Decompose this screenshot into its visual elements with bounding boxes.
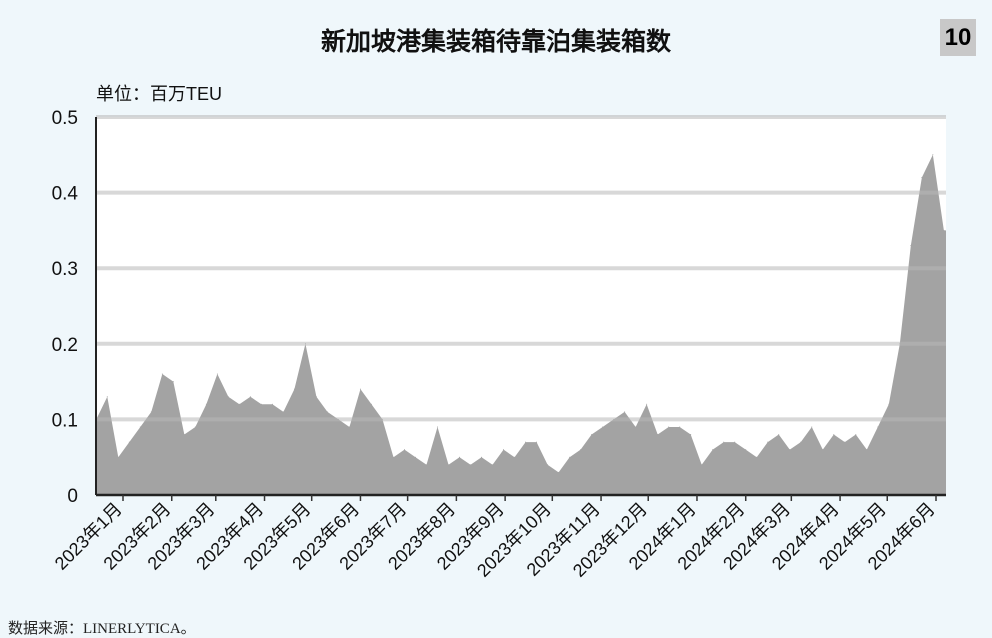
- data-point: [536, 441, 538, 443]
- data-point: [271, 403, 273, 405]
- chart-title: 新加坡港集装箱待靠泊集装箱数: [320, 28, 671, 56]
- data-point: [690, 434, 692, 436]
- data-point: [767, 441, 769, 443]
- data-point: [238, 403, 240, 405]
- data-point: [514, 456, 516, 458]
- y-tick-label: 0.4: [52, 184, 79, 205]
- data-point: [348, 426, 350, 428]
- data-point: [547, 464, 549, 466]
- data-point: [150, 411, 152, 413]
- data-point: [414, 456, 416, 458]
- figure-number-badge: 10: [940, 19, 976, 56]
- y-tick-label: 0.2: [52, 335, 78, 356]
- data-point: [260, 403, 262, 405]
- y-tick-label: 0.5: [52, 108, 78, 129]
- data-point: [282, 411, 284, 413]
- data-point: [227, 396, 229, 398]
- data-point: [249, 396, 251, 398]
- data-point: [392, 456, 394, 458]
- y-axis-unit-label: 单位：百万TEU: [96, 84, 222, 104]
- data-point: [459, 456, 461, 458]
- data-point: [679, 426, 681, 428]
- data-point: [756, 456, 758, 458]
- data-point: [723, 441, 725, 443]
- data-point: [734, 441, 736, 443]
- data-point: [370, 403, 372, 405]
- data-point: [315, 396, 317, 398]
- data-point: [745, 449, 747, 451]
- data-point: [216, 373, 218, 375]
- data-point: [822, 449, 824, 451]
- data-point: [139, 426, 141, 428]
- data-point: [668, 426, 670, 428]
- data-point: [712, 449, 714, 451]
- y-tick-label: 0.1: [52, 410, 78, 431]
- data-point: [624, 411, 626, 413]
- data-point: [470, 464, 472, 466]
- data-point: [448, 464, 450, 466]
- data-point: [778, 434, 780, 436]
- data-point: [117, 456, 119, 458]
- data-point: [403, 449, 405, 451]
- data-point: [635, 426, 637, 428]
- data-point: [855, 434, 857, 436]
- data-point: [921, 176, 923, 178]
- data-point: [866, 449, 868, 451]
- data-point: [183, 434, 185, 436]
- data-point: [811, 426, 813, 428]
- data-point: [359, 388, 361, 390]
- data-point: [602, 426, 604, 428]
- data-point: [205, 403, 207, 405]
- data-point: [503, 449, 505, 451]
- data-point: [646, 403, 648, 405]
- data-point: [425, 464, 427, 466]
- data-point: [293, 388, 295, 390]
- data-point: [943, 229, 945, 231]
- data-point: [106, 396, 108, 398]
- data-point: [580, 449, 582, 451]
- data-point: [844, 441, 846, 443]
- data-point: [800, 441, 802, 443]
- data-point: [172, 381, 174, 383]
- data-point: [591, 434, 593, 436]
- data-point: [492, 464, 494, 466]
- data-point: [161, 373, 163, 375]
- data-point: [877, 426, 879, 428]
- data-point: [701, 464, 703, 466]
- data-point: [558, 471, 560, 473]
- data-point: [833, 434, 835, 436]
- data-point: [128, 441, 130, 443]
- data-point: [525, 441, 527, 443]
- data-point: [657, 434, 659, 436]
- data-point: [326, 411, 328, 413]
- data-point: [888, 403, 890, 405]
- data-point: [194, 426, 196, 428]
- data-point: [481, 456, 483, 458]
- data-point: [437, 426, 439, 428]
- data-point: [910, 245, 912, 247]
- data-point: [789, 449, 791, 451]
- source-note: 数据来源：LINERLYTICA。: [8, 621, 196, 637]
- y-tick-label: 0.3: [52, 259, 78, 280]
- series-area: [96, 154, 946, 496]
- data-point: [932, 154, 934, 156]
- y-tick-label: 0: [67, 486, 78, 507]
- data-point: [569, 456, 571, 458]
